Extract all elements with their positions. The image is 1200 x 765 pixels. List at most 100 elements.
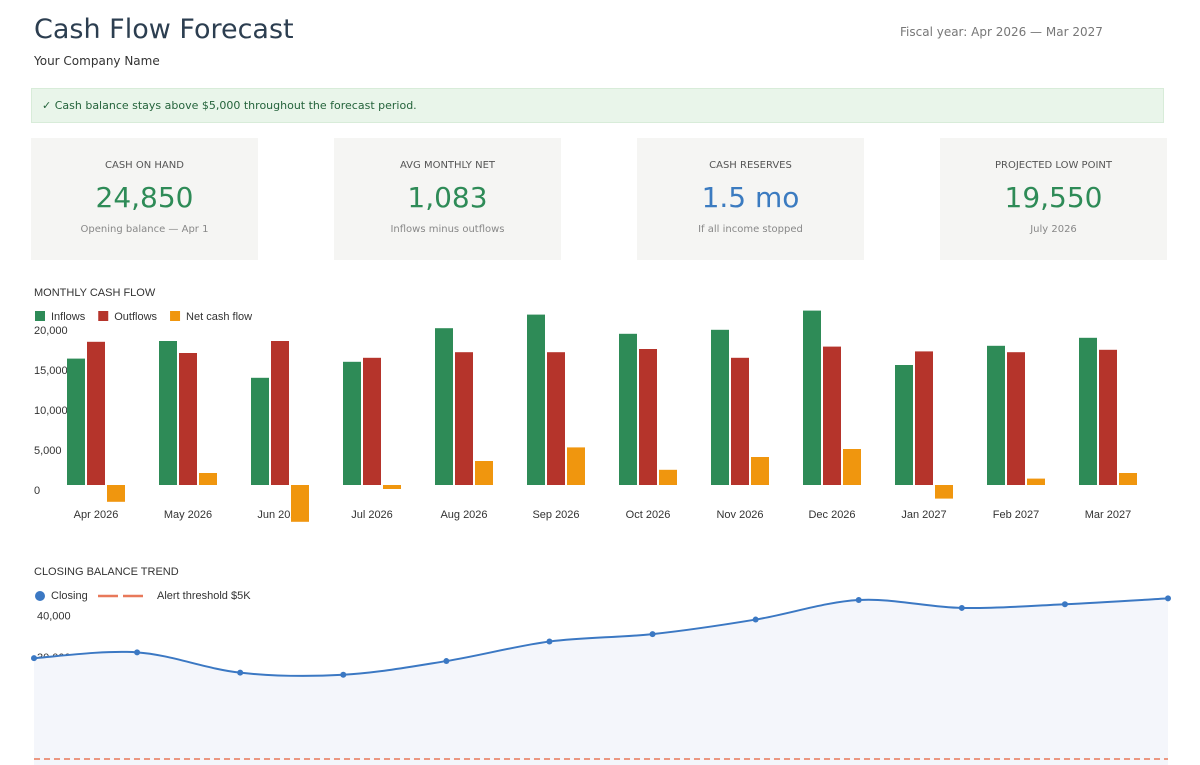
- alert-banner: ✓ Cash balance stays above $5,000 throug…: [31, 88, 1164, 123]
- bar: [67, 358, 85, 485]
- kpi-value: 24,850: [95, 181, 194, 214]
- x-tick-label: Apr 2026: [74, 509, 119, 521]
- y-tick-label: 40,000: [37, 611, 71, 623]
- legend-swatch: [35, 311, 45, 321]
- bar: [475, 461, 493, 485]
- page-title: Cash Flow Forecast: [34, 14, 294, 45]
- kpi-label: CASH RESERVES: [709, 160, 792, 171]
- kpi-note: Opening balance — Apr 1: [80, 224, 209, 235]
- y-tick-label: 0: [34, 485, 40, 497]
- point: [958, 604, 965, 611]
- point: [31, 655, 37, 662]
- x-tick-label: May 2026: [164, 509, 212, 521]
- point: [134, 649, 141, 656]
- bar: [547, 352, 565, 485]
- kpi-card: CASH RESERVES 1.5 mo If all income stopped: [637, 138, 864, 260]
- kpi-card: CASH ON HAND 24,850 Opening balance — Apr …: [31, 138, 258, 260]
- bar: [199, 473, 217, 485]
- bar: [107, 485, 125, 502]
- bar: [711, 329, 729, 485]
- kpi-value: 19,550: [1004, 181, 1103, 214]
- x-tick-label: Jul 2026: [351, 509, 393, 521]
- x-tick-label: Jan 2027: [901, 509, 946, 521]
- legend-label: Net cash flow: [186, 311, 252, 323]
- kpi-card: AVG MONTHLY NET 1,083 Inflows minus outflo…: [334, 138, 561, 260]
- chart-title: MONTHLY CASH FLOW: [34, 287, 156, 299]
- bar: [87, 341, 105, 485]
- bar: [1007, 352, 1025, 485]
- y-tick-label: 10,000: [34, 405, 68, 417]
- bar: [1119, 473, 1137, 485]
- kpi-note: July 2026: [1030, 224, 1077, 235]
- point: [1061, 601, 1068, 608]
- bar: [639, 349, 657, 485]
- x-tick-label: Nov 2026: [716, 509, 763, 521]
- chart-title: CLOSING BALANCE TREND: [34, 566, 179, 578]
- company-name: Your Company Name: [34, 54, 160, 68]
- x-tick-label: Feb 2027: [993, 509, 1039, 521]
- point: [649, 631, 656, 638]
- bar: [1027, 478, 1045, 485]
- bar: [271, 341, 289, 485]
- kpi-label: CASH ON HAND: [105, 160, 184, 171]
- bar: [1079, 337, 1097, 485]
- bar: [343, 361, 361, 485]
- x-tick-label: Aug 2026: [440, 509, 487, 521]
- bar: [935, 485, 953, 499]
- kpi-label: PROJECTED LOW POINT: [995, 160, 1112, 171]
- point: [443, 658, 450, 665]
- kpi-card: PROJECTED LOW POINT 19,550 July 2026: [940, 138, 1167, 260]
- x-tick-label: Dec 2026: [808, 509, 855, 521]
- bar: [823, 346, 841, 485]
- point: [1165, 595, 1171, 602]
- legend-marker: [35, 591, 45, 601]
- bar: [383, 485, 401, 489]
- legend-label: Closing: [51, 590, 88, 602]
- x-tick-label: Sep 2026: [532, 509, 579, 521]
- legend-swatch: [170, 311, 181, 321]
- kpi-value: 1.5 mo: [701, 181, 800, 214]
- bar: [455, 352, 473, 485]
- bar: [659, 469, 677, 485]
- legend-label: Outflows: [114, 311, 157, 323]
- legend-label: Inflows: [51, 311, 86, 323]
- bar: [251, 377, 269, 485]
- kpi-note: Inflows minus outflows: [390, 224, 505, 235]
- point: [340, 671, 347, 678]
- bar: [567, 447, 585, 485]
- point: [546, 638, 553, 645]
- x-tick-label: Mar 2027: [1085, 509, 1131, 521]
- bar: [803, 310, 821, 485]
- fiscal-year: Fiscal year: Apr 2026 — Mar 2027: [900, 25, 1103, 39]
- legend-swatch: [98, 311, 109, 321]
- kpi-label: AVG MONTHLY NET: [399, 160, 495, 171]
- kpi-note: If all income stopped: [698, 224, 803, 235]
- point: [855, 597, 862, 604]
- bar: [363, 357, 381, 485]
- bar: [527, 314, 545, 485]
- bar: [895, 365, 913, 485]
- bar: [619, 333, 637, 485]
- bar: [179, 353, 197, 485]
- area: [34, 598, 1168, 765]
- bar: [159, 341, 177, 485]
- y-tick-label: 20,000: [34, 325, 68, 337]
- point: [752, 616, 759, 623]
- bar: [915, 351, 933, 485]
- line: [33, 597, 1169, 677]
- bar: [435, 328, 453, 485]
- bar: [987, 345, 1005, 485]
- bar: [843, 449, 861, 485]
- legend-label: Alert threshold $5K: [157, 590, 251, 602]
- kpi-value: 1,083: [407, 181, 488, 214]
- point: [237, 669, 244, 676]
- bar: [291, 485, 309, 522]
- y-tick-label: 5,000: [34, 445, 62, 457]
- bar: [731, 357, 749, 485]
- bar: [751, 457, 769, 485]
- bar: [1099, 349, 1117, 485]
- x-tick-label: Oct 2026: [626, 509, 671, 521]
- y-tick-label: 15,000: [34, 365, 68, 377]
